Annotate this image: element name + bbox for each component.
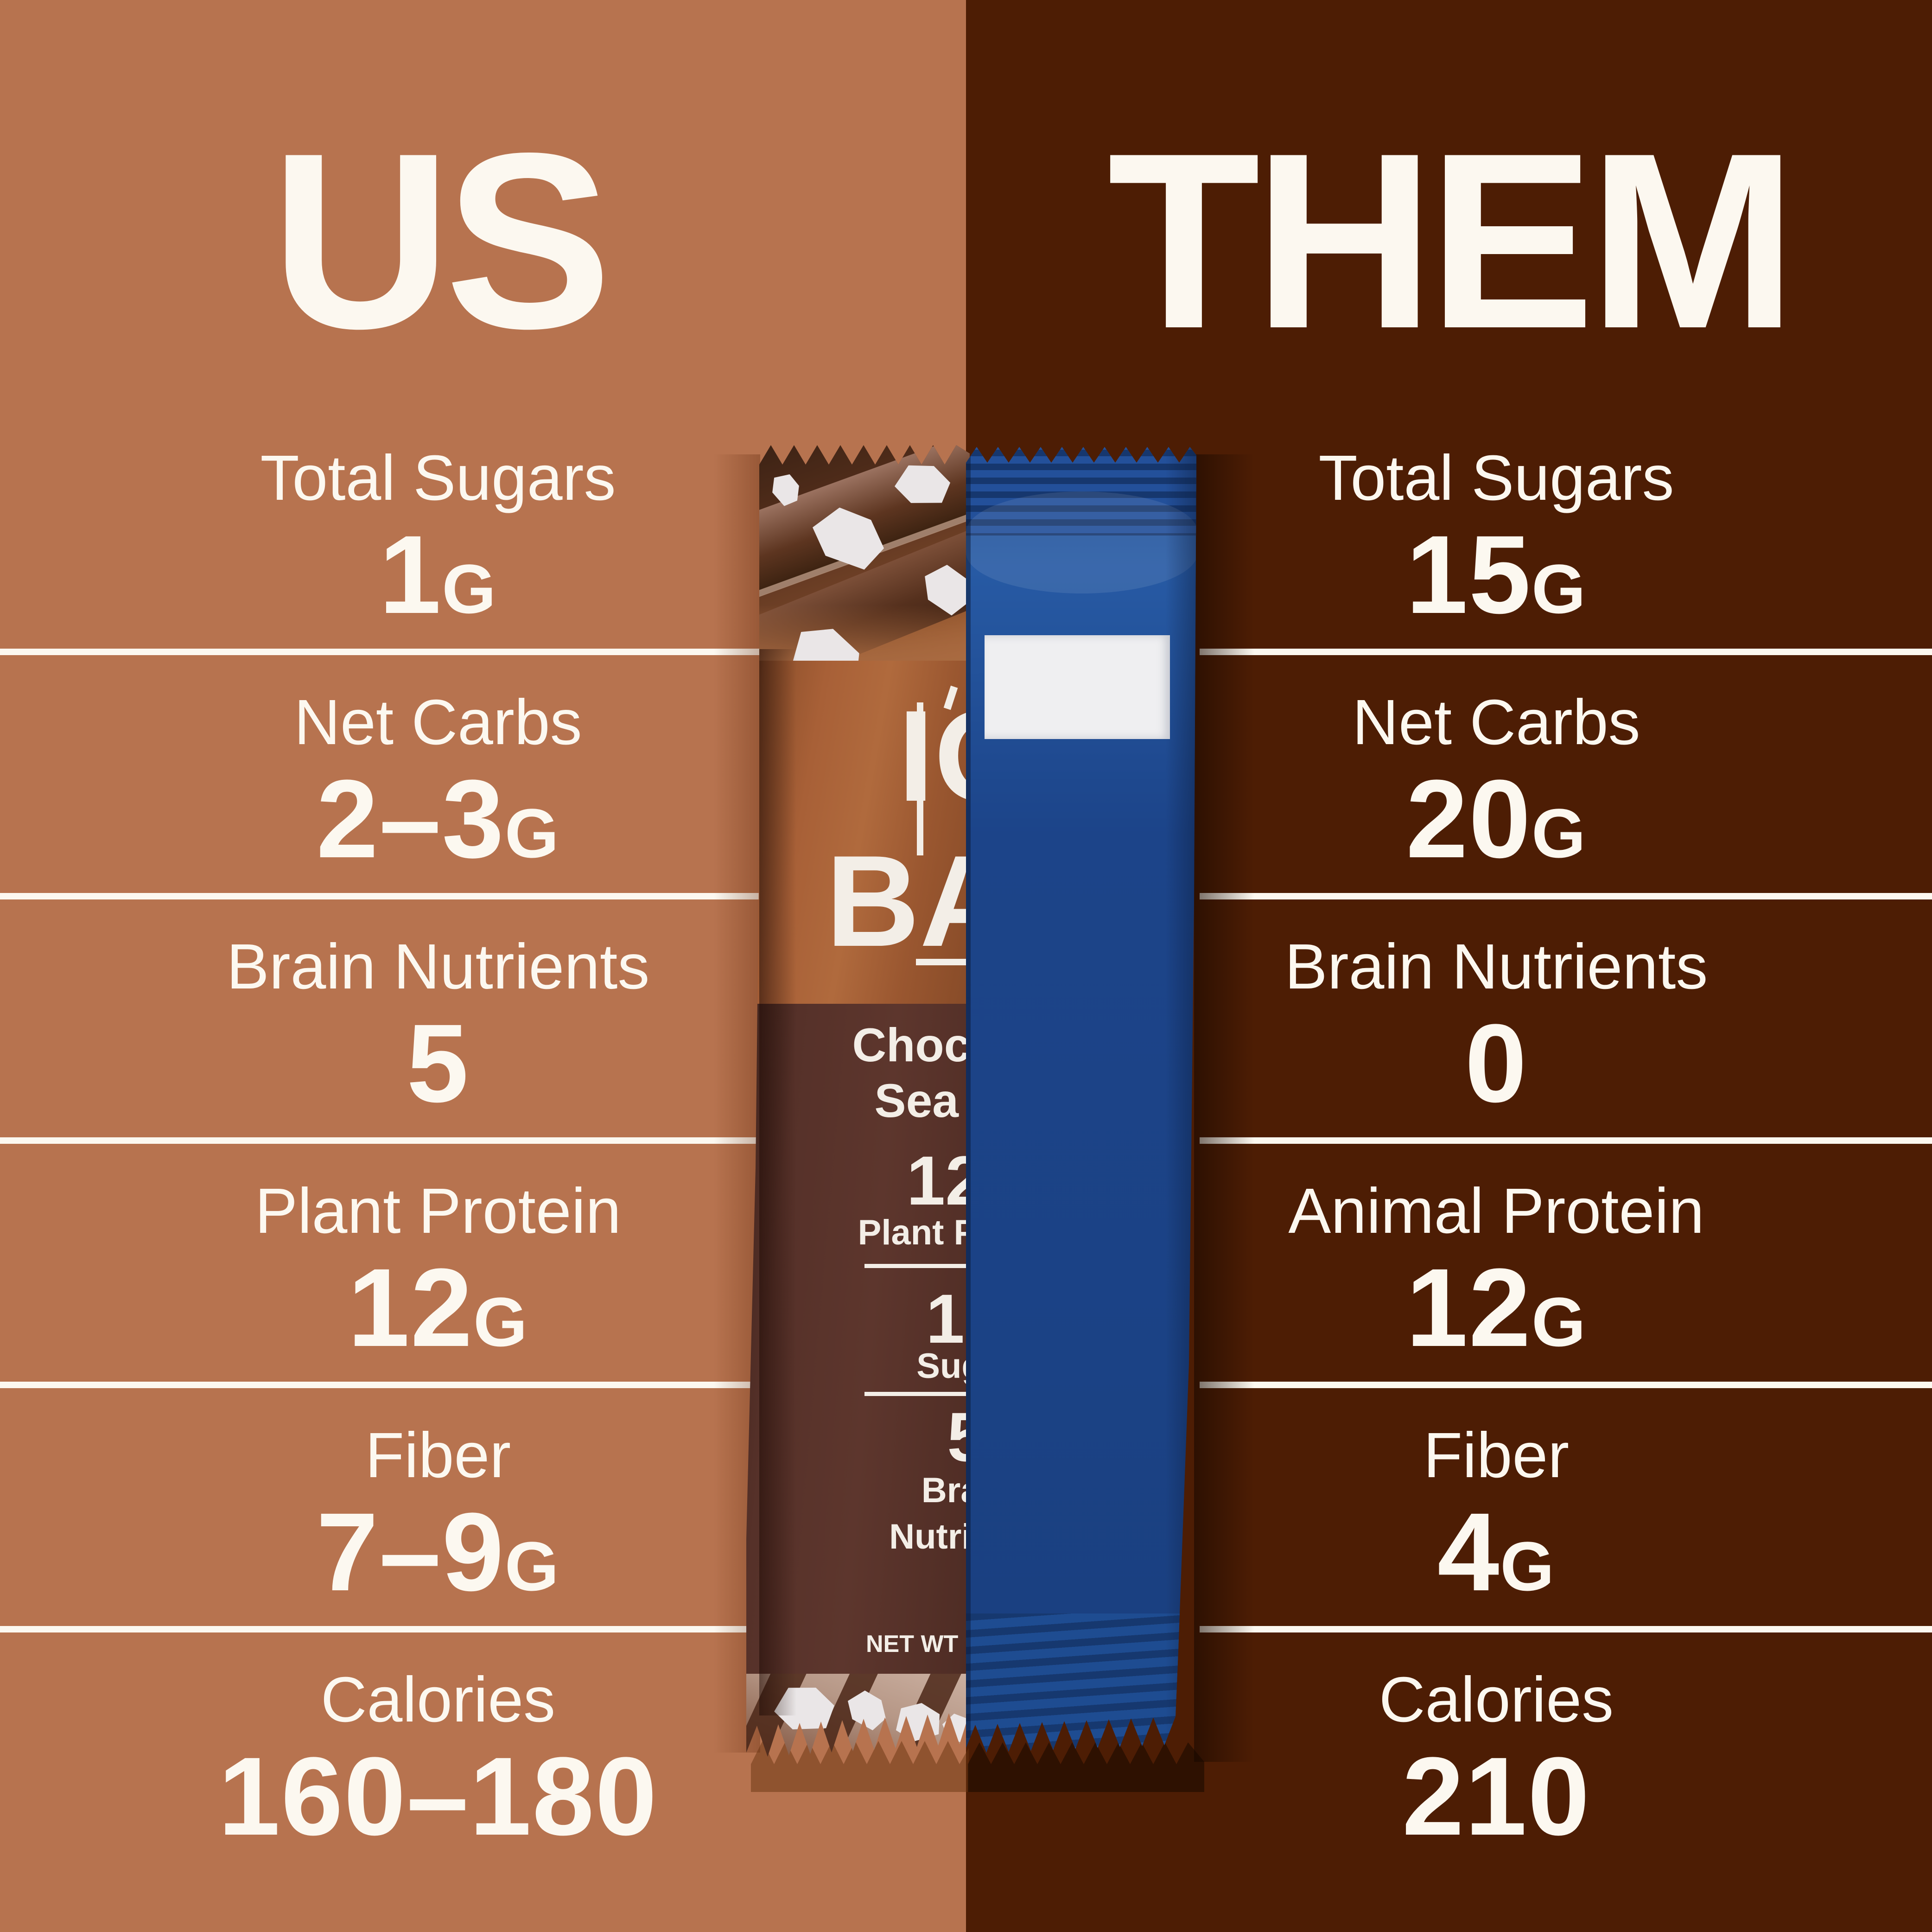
- us-row-label: Total Sugars: [260, 442, 616, 514]
- divider-left-4: [0, 1382, 763, 1388]
- wrapper-right-shadow: [1194, 454, 1254, 1762]
- sea-salt-crystal: [940, 1712, 970, 1745]
- value-unit: G: [1500, 1527, 1556, 1605]
- iqbar-product-image: IQ BAR Chocolate Sea Salt 12g Plant Prot…: [746, 445, 970, 1757]
- them-row-label: Animal Protein: [1288, 1175, 1704, 1247]
- divider-right-4: [1200, 1382, 1932, 1388]
- value-number: 1: [379, 512, 442, 637]
- iqbar-logo-underline: [916, 959, 970, 965]
- them-row-label: Calories: [1379, 1664, 1614, 1735]
- them-row-label: Fiber: [1423, 1420, 1570, 1491]
- stats-column-us: Total Sugars 1G Net Carbs 2–3G Brain Nut…: [0, 0, 876, 1932]
- title-them: THEM: [1107, 101, 1797, 381]
- us-row-label: Brain Nutrients: [226, 931, 650, 1002]
- divider-left-3: [0, 1137, 763, 1144]
- wrapper-stat1-label: Plant Protein: [858, 1213, 970, 1252]
- generic-bar-product-image: [966, 447, 1196, 1753]
- us-row-value: 7–9G: [0, 1496, 876, 1607]
- them-row-label: Brain Nutrients: [1284, 931, 1708, 1002]
- iqbar-logo-line1: IQ: [898, 684, 970, 829]
- chocolate-photo-top: [746, 445, 970, 661]
- value-number: 210: [1402, 1734, 1591, 1858]
- them-row-value: 20G: [1061, 763, 1932, 874]
- us-row-label: Net Carbs: [294, 687, 582, 758]
- divider-right-1: [1200, 649, 1932, 655]
- value-unit: G: [504, 1527, 560, 1605]
- value-unit: G: [473, 1283, 528, 1361]
- value-number: 7–9: [316, 1490, 505, 1614]
- value-number: 4: [1437, 1490, 1500, 1614]
- them-row-label: Total Sugars: [1318, 442, 1674, 514]
- divider-left-5: [0, 1626, 763, 1632]
- us-row-value: 5: [0, 1007, 876, 1119]
- value-number: 20: [1406, 757, 1532, 881]
- them-row-value: 210: [1061, 1741, 1932, 1852]
- them-row-value: 12G: [1061, 1252, 1932, 1363]
- us-row-value: 12G: [0, 1252, 876, 1363]
- us-row-label: Calories: [320, 1664, 556, 1735]
- flavor-line2: Sea Salt: [874, 1074, 970, 1127]
- blue-wrapper-sheen: [966, 491, 1196, 593]
- us-row-label: Plant Protein: [254, 1175, 622, 1247]
- value-unit: G: [1532, 1283, 1587, 1361]
- value-unit: G: [504, 794, 560, 872]
- value-unit: G: [442, 550, 497, 628]
- them-row-label: Net Carbs: [1352, 687, 1640, 758]
- wrapper-stat2-value: 1g: [926, 1280, 970, 1358]
- value-number: 0: [1465, 1001, 1528, 1125]
- wrapper-rule: [864, 1392, 970, 1396]
- value-number: 12: [1406, 1245, 1532, 1370]
- blank-label: [985, 635, 1170, 739]
- value-number: 2–3: [316, 757, 505, 881]
- value-unit: G: [1532, 550, 1587, 628]
- value-number: 15: [1406, 512, 1532, 637]
- stats-column-them: Total Sugars 15G Net Carbs 20G Brain Nut…: [1061, 0, 1932, 1932]
- value-number: 160–180: [218, 1734, 658, 1858]
- divider-right-3: [1200, 1137, 1932, 1144]
- wrapper-edge-fold: [759, 649, 796, 1715]
- wrapper-rule: [864, 1264, 970, 1268]
- them-row-value: 4G: [1061, 1496, 1932, 1607]
- divider-right-5: [1200, 1626, 1932, 1632]
- iqbar-logo-line2: BAR: [826, 829, 970, 974]
- wrapper-stat3-label1: Brain: [921, 1471, 970, 1510]
- net-weight-text: NET WT 1.6 OZ: [866, 1631, 970, 1658]
- them-row-value: 15G: [1061, 519, 1932, 630]
- wrapper-stat2-label: Sugar: [916, 1346, 970, 1386]
- value-number: 12: [348, 1245, 474, 1370]
- divider-right-2: [1200, 893, 1932, 899]
- us-row-value: 160–180: [0, 1741, 876, 1852]
- value-unit: G: [1532, 794, 1587, 872]
- divider-left-2: [0, 893, 763, 899]
- wrapper-stat1-value: 12g: [906, 1141, 970, 1219]
- blue-wrapper-seam: [966, 447, 971, 1753]
- them-row-value: 0: [1061, 1007, 1932, 1119]
- divider-left-1: [0, 649, 763, 655]
- title-us: US: [270, 101, 612, 381]
- us-row-value: 2–3G: [0, 763, 876, 874]
- wrapper-stat3-label2: Nutrients: [889, 1517, 970, 1556]
- iqbar-logo-bracket: [917, 702, 923, 855]
- us-row-label: Fiber: [365, 1420, 511, 1491]
- value-number: 5: [407, 1001, 470, 1125]
- us-row-value: 1G: [0, 519, 876, 630]
- flavor-line1: Chocolate: [852, 1019, 970, 1071]
- wrapper-stat3-value: 5: [947, 1398, 970, 1476]
